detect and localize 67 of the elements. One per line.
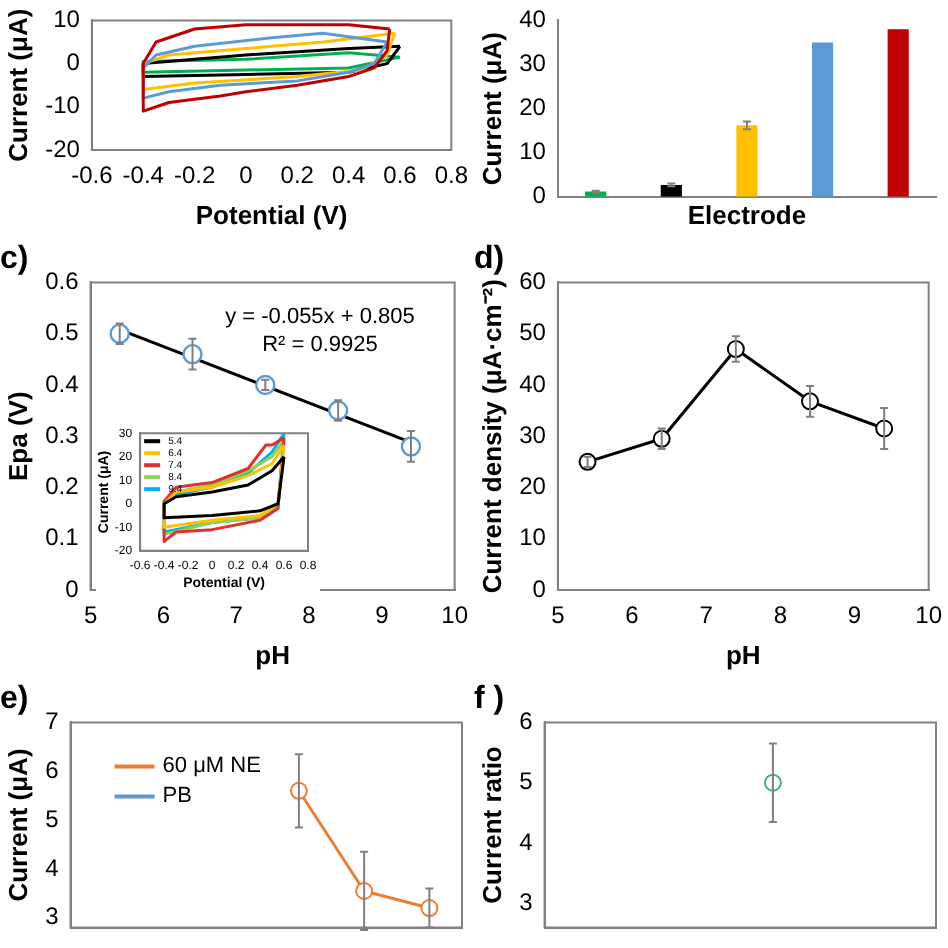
x-tick-label: -0.2 xyxy=(173,161,216,190)
x-tick-label: -0.4 xyxy=(122,161,165,190)
y-tick-label: 5 xyxy=(45,804,60,833)
x-tick-label: 0.8 xyxy=(434,161,469,190)
y-tick-label: 7 xyxy=(45,707,60,736)
y-tick-label: 0.3 xyxy=(45,420,80,449)
x-tick-label: 8 xyxy=(773,601,788,630)
annotation: y = -0.055x + 0.805 xyxy=(225,305,415,330)
x-tick-label: 6 xyxy=(156,601,171,630)
y-tick-label: 6 xyxy=(519,707,534,736)
x-axis-title: pH xyxy=(725,639,761,670)
y-axis-title: Current ratio xyxy=(476,746,507,904)
y-tick-label: 4 xyxy=(519,827,534,856)
y-tick-label: 40 xyxy=(519,5,547,34)
x-tick-label: 8 xyxy=(302,601,317,630)
x-axis-title: Electrode xyxy=(687,199,807,230)
x-axis-title: pH xyxy=(255,639,290,670)
y-tick-label: 50 xyxy=(519,318,547,347)
y-tick-label: 0 xyxy=(532,181,547,210)
y-tick-label: 10 xyxy=(519,137,547,166)
y-tick-label: 10 xyxy=(519,523,547,552)
y-tick-label: 0.2 xyxy=(45,472,80,501)
y-tick-label: -20 xyxy=(45,134,81,163)
x-tick-label: 7 xyxy=(699,601,714,630)
x-tick-label: 5 xyxy=(551,601,566,630)
x-tick-label: 10 xyxy=(441,601,469,630)
y-axis-title: Epa (V) xyxy=(2,391,33,481)
x-tick-label: 0.6 xyxy=(383,161,418,190)
y-axis-title: Current (μA) xyxy=(476,32,507,186)
x-tick-label: 0 xyxy=(239,161,254,190)
y-tick-label: 0.4 xyxy=(45,369,80,398)
x-tick-label: 9 xyxy=(375,601,390,630)
chart-title: e) xyxy=(0,682,29,717)
y-tick-label: 3 xyxy=(519,888,534,917)
legend-label: PB xyxy=(162,784,192,809)
y-tick-label: 30 xyxy=(519,49,547,78)
x-tick-label: 9 xyxy=(847,601,862,630)
y-tick-label: 10 xyxy=(53,5,81,34)
x-tick-label: 10 xyxy=(915,601,943,630)
y-axis-title: Current (μA) xyxy=(2,8,33,162)
x-tick-label: 0.2 xyxy=(280,161,315,190)
y-axis-title: Current (μA) xyxy=(2,748,33,902)
x-tick-label: 7 xyxy=(229,601,244,630)
y-tick-label: 0.5 xyxy=(45,318,80,347)
chart-title: f ) xyxy=(474,682,505,717)
legend-label: 60 μM NE xyxy=(162,754,261,779)
chart-title: d) xyxy=(474,242,505,277)
y-tick-label: 30 xyxy=(519,420,547,449)
y-tick-label: 0.6 xyxy=(45,267,80,296)
y-tick-label: 6 xyxy=(45,755,60,784)
annotation: R² = 0.9925 xyxy=(262,333,378,358)
y-tick-label: 3 xyxy=(45,902,60,931)
y-tick-label: 4 xyxy=(45,853,60,882)
y-tick-label: 20 xyxy=(519,93,547,122)
y-tick-label: 0 xyxy=(66,48,81,77)
y-tick-label: 40 xyxy=(519,369,547,398)
x-tick-label: 6 xyxy=(625,601,640,630)
y-tick-label: 20 xyxy=(519,472,547,501)
x-tick-label: 0.4 xyxy=(331,161,366,190)
y-axis-title: Current density (μA·cm⁻²) xyxy=(476,279,507,594)
y-tick-label: 0.1 xyxy=(45,523,80,552)
y-tick-label: 5 xyxy=(519,767,534,796)
y-tick-label: 60 xyxy=(519,267,547,296)
x-tick-label: -0.6 xyxy=(71,161,114,190)
chart-title: c) xyxy=(0,242,29,277)
x-axis-title: Potential (V) xyxy=(195,199,348,230)
y-tick-label: -10 xyxy=(45,91,81,120)
